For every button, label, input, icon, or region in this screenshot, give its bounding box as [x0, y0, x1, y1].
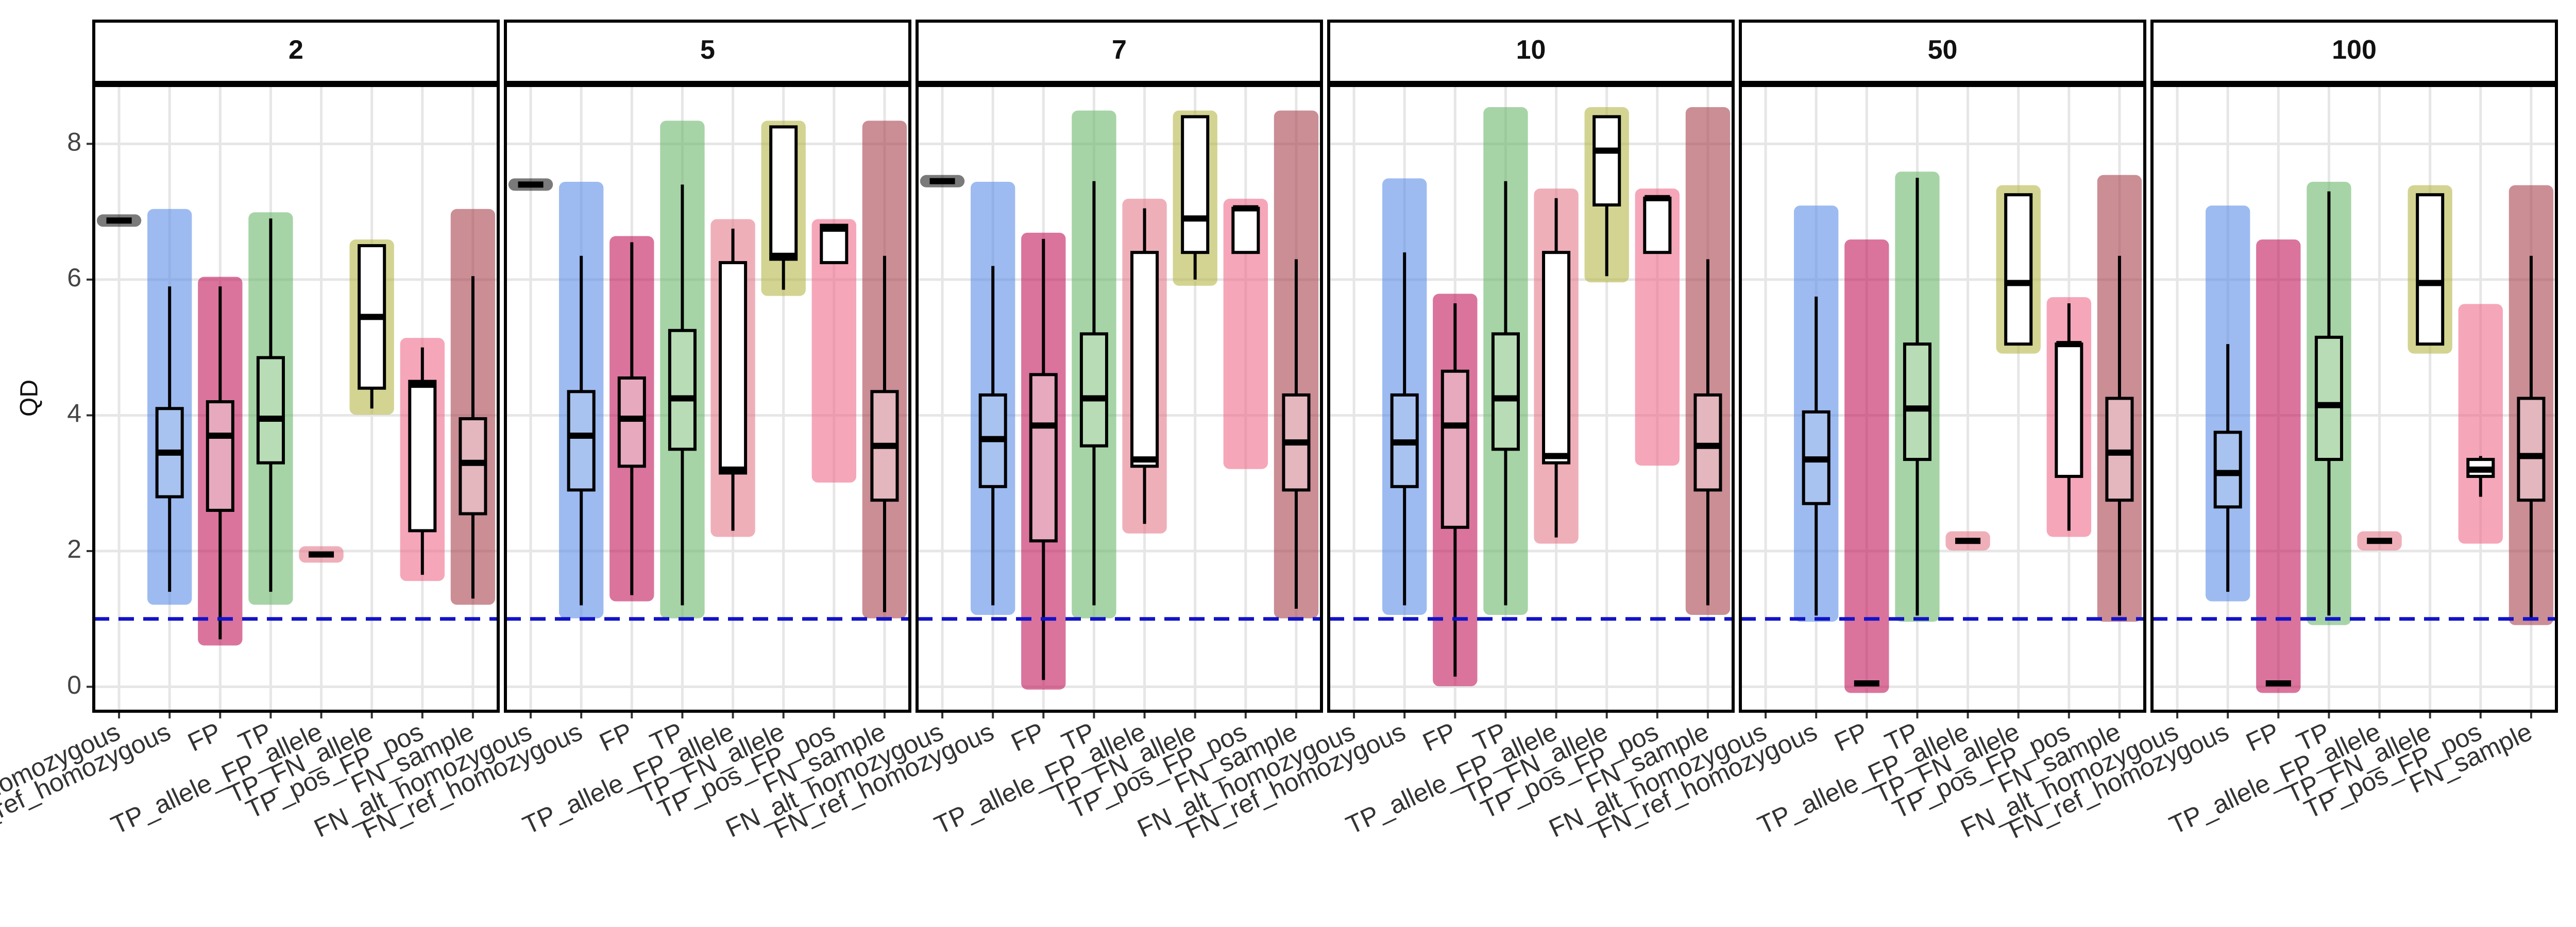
box — [1181, 115, 1210, 254]
panel-border — [92, 84, 500, 713]
panel-border — [504, 84, 911, 713]
box — [1440, 369, 1469, 529]
y-tick-label: 4 — [67, 399, 81, 428]
box — [2213, 431, 2242, 509]
jitter-points — [2256, 239, 2301, 693]
facet-title: 100 — [2332, 35, 2377, 65]
jitter-points — [2458, 304, 2503, 544]
box — [1491, 332, 1520, 451]
facet-strip — [92, 20, 500, 84]
box — [617, 376, 646, 468]
box — [2055, 342, 2083, 478]
panel-border — [1327, 84, 1735, 713]
box — [1542, 251, 1571, 465]
box — [2517, 397, 2546, 502]
box — [408, 380, 437, 533]
box — [2004, 193, 2033, 346]
facet-strip — [916, 20, 1323, 84]
facet-strip — [2150, 20, 2558, 84]
facet-title: 5 — [700, 35, 715, 65]
box — [2314, 335, 2343, 461]
facet-title: 7 — [1112, 35, 1127, 65]
facet-strip — [504, 20, 911, 84]
y-tick-label: 2 — [67, 535, 81, 563]
box — [1903, 342, 1931, 461]
box — [1592, 115, 1621, 207]
facet-title: 50 — [1928, 35, 1958, 65]
box — [1643, 196, 1672, 254]
box — [206, 400, 234, 512]
box — [1079, 332, 1108, 448]
box — [567, 390, 596, 492]
panel-border — [1739, 84, 2146, 713]
box — [2416, 193, 2445, 346]
y-tick-label: 8 — [67, 128, 81, 157]
box — [256, 356, 285, 465]
box — [1130, 251, 1159, 468]
box — [459, 417, 487, 516]
panel-border — [2150, 84, 2558, 713]
facet-title: 10 — [1516, 35, 1546, 65]
jitter-points — [1844, 239, 1889, 693]
box — [719, 261, 748, 475]
facet-strip — [1739, 20, 2146, 84]
box — [668, 329, 697, 451]
y-axis-label: QD — [16, 380, 43, 417]
jitter-points — [1635, 188, 1680, 466]
y-tick-label: 6 — [67, 263, 81, 292]
facet-strip — [1327, 20, 1735, 84]
box — [769, 125, 798, 261]
facet-title: 2 — [289, 35, 303, 65]
box — [2105, 397, 2134, 502]
box — [1693, 393, 1722, 492]
box — [1029, 373, 1058, 543]
box — [1231, 207, 1260, 254]
panel-border — [916, 84, 1323, 713]
jitter-points — [1223, 198, 1268, 469]
jitter-points — [811, 219, 856, 483]
y-tick-label: 0 — [67, 671, 81, 699]
